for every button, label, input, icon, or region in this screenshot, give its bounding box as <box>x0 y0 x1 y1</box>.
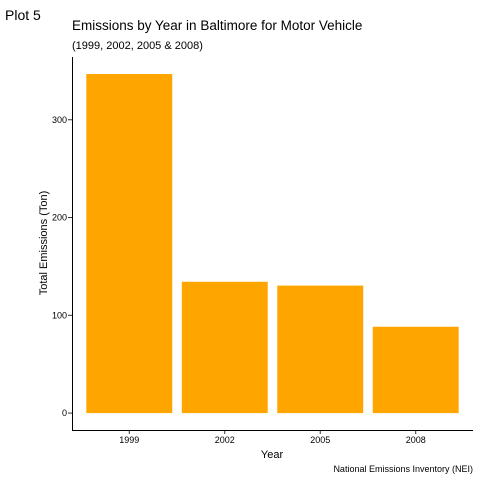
bar-2005 <box>277 285 364 414</box>
y-tick-label: 100 <box>52 310 67 320</box>
bar-2002 <box>181 281 268 414</box>
chart-subtitle: (1999, 2002, 2005 & 2008) <box>72 40 203 52</box>
y-axis-label: Total Emissions (Ton) <box>38 191 50 296</box>
y-tick-label: 300 <box>52 115 67 125</box>
y-ticks-layer: 0 100 200 300 <box>52 115 72 418</box>
y-tick-label: 0 <box>62 408 67 418</box>
x-axis-label: Year <box>261 449 284 461</box>
x-ticks-layer: 1999 2002 2005 2008 <box>119 430 426 445</box>
x-tick-label: 2008 <box>406 435 426 445</box>
bars-layer <box>86 74 459 414</box>
bar-1999 <box>86 74 173 414</box>
chart-title: Emissions by Year in Baltimore for Motor… <box>72 18 362 33</box>
chart-caption: National Emissions Inventory (NEI) <box>333 464 473 474</box>
x-tick-label: 2005 <box>310 435 330 445</box>
bar-2008 <box>372 326 459 414</box>
plot-label: Plot 5 <box>5 7 41 23</box>
x-tick-label: 1999 <box>119 435 139 445</box>
y-tick-label: 200 <box>52 213 67 223</box>
x-tick-label: 2002 <box>215 435 235 445</box>
